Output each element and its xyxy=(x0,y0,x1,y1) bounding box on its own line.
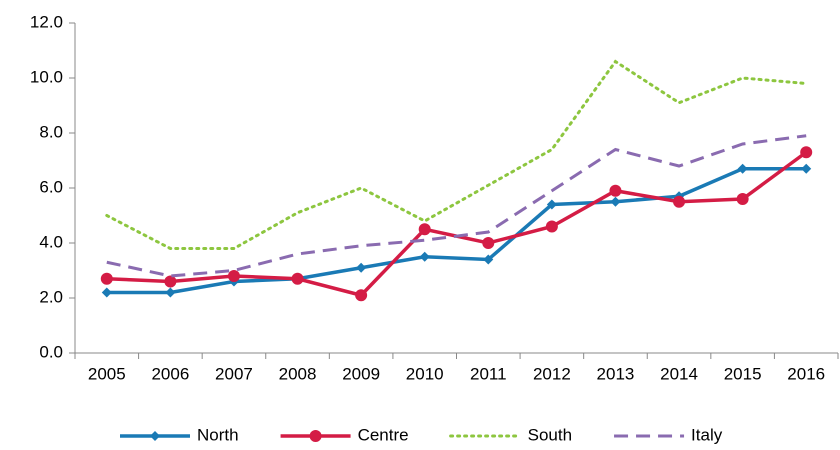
marker xyxy=(309,430,322,442)
legend-label: Centre xyxy=(358,425,409,444)
marker xyxy=(483,254,494,265)
x-tick-label: 2006 xyxy=(151,364,189,383)
x-tick-label: 2016 xyxy=(787,364,825,383)
y-tick-label: 8.0 xyxy=(39,122,63,141)
x-tick-label: 2015 xyxy=(724,364,762,383)
series-line xyxy=(105,59,808,250)
marker xyxy=(356,262,367,273)
marker xyxy=(227,270,240,282)
y-tick-label: 4.0 xyxy=(39,232,63,251)
x-tick-label: 2010 xyxy=(406,364,444,383)
marker xyxy=(418,223,431,236)
marker xyxy=(546,199,557,210)
x-tick-label: 2008 xyxy=(279,364,317,383)
marker xyxy=(610,196,621,207)
x-tick-label: 2013 xyxy=(597,364,635,383)
series-line xyxy=(106,167,807,295)
x-tick-label: 2009 xyxy=(342,364,380,383)
series-line xyxy=(106,150,808,298)
marker xyxy=(482,237,495,249)
marker xyxy=(545,220,558,233)
marker xyxy=(737,163,748,174)
marker xyxy=(150,431,160,441)
x-tick-label: 2012 xyxy=(533,364,571,383)
legend-label: South xyxy=(528,425,572,444)
marker xyxy=(164,275,177,288)
y-tick-label: 2.0 xyxy=(39,287,63,306)
x-tick-label: 2011 xyxy=(470,364,507,383)
x-tick-label: 2014 xyxy=(660,364,698,383)
marker xyxy=(100,272,113,285)
y-tick-label: 12.0 xyxy=(30,12,63,31)
legend-label: Italy xyxy=(691,425,723,444)
marker xyxy=(101,287,112,298)
marker xyxy=(801,163,812,174)
x-tick-label: 2007 xyxy=(215,364,253,383)
marker xyxy=(673,195,686,208)
series-line xyxy=(106,134,807,278)
marker xyxy=(736,193,749,205)
x-tick-label: 2005 xyxy=(88,364,126,383)
marker xyxy=(165,287,176,298)
marker xyxy=(355,289,368,302)
y-tick-label: 10.0 xyxy=(30,67,63,86)
marker xyxy=(419,251,430,262)
marker xyxy=(291,272,304,285)
y-tick-label: 6.0 xyxy=(39,177,63,196)
y-tick-label: 0.0 xyxy=(39,342,63,361)
legend-label: North xyxy=(197,425,239,444)
marker xyxy=(800,146,813,159)
marker xyxy=(609,184,622,197)
